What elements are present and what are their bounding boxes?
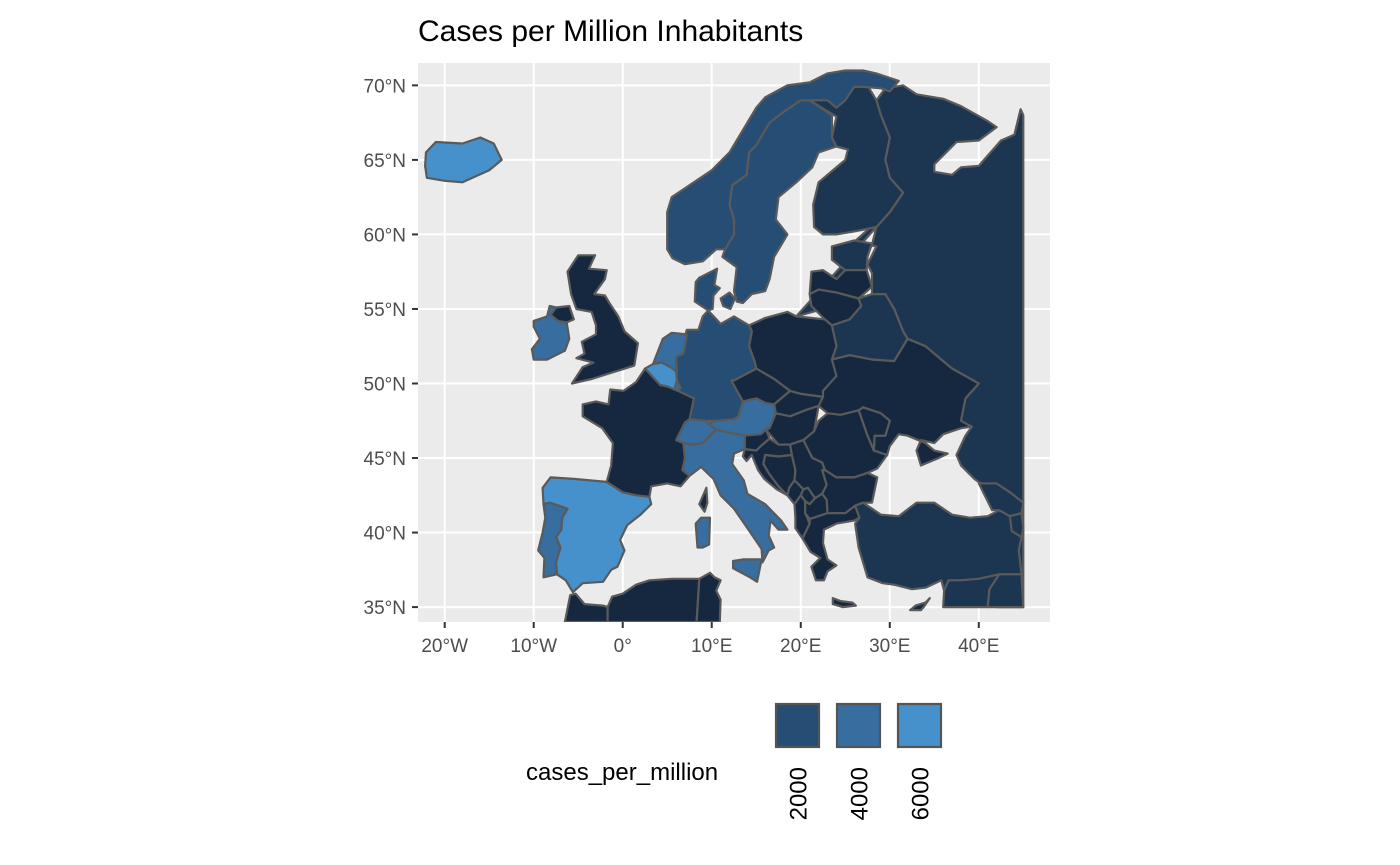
- region-portugal: [537, 501, 569, 579]
- x-tick-label: 30°E: [869, 636, 910, 657]
- region-tunisia: [695, 571, 722, 622]
- region-norway: [666, 69, 900, 266]
- x-tick-label: 10°E: [691, 636, 732, 657]
- y-tick-label: 50°N: [364, 374, 406, 395]
- region-denmark-zealand: [719, 291, 736, 311]
- y-tick-label: 55°N: [364, 300, 406, 321]
- legend-key-label: 6000: [908, 767, 935, 820]
- y-tick-label: 40°N: [364, 524, 406, 545]
- legend-key-swatch: [835, 702, 882, 749]
- region-sardinia: [694, 516, 712, 549]
- region-france: [581, 367, 695, 498]
- region-estonia: [830, 239, 874, 272]
- chart-title: Cases per Million Inhabitants: [418, 15, 803, 48]
- legend-title: cases_per_million: [526, 759, 718, 786]
- x-tick-label: 10°W: [510, 636, 557, 657]
- x-tick-label: 0°: [614, 636, 632, 657]
- legend-key-label: 2000: [786, 767, 813, 820]
- x-tick-label: 20°E: [780, 636, 821, 657]
- x-tick-label: 40°E: [958, 636, 999, 657]
- region-denmark: [693, 267, 721, 312]
- region-iceland: [424, 136, 503, 184]
- region-italy: [681, 428, 789, 564]
- legend-key-label: 4000: [847, 767, 874, 820]
- region-sicily: [732, 558, 763, 583]
- region-cyprus: [909, 597, 931, 612]
- region-corsica: [698, 486, 709, 513]
- y-tick-label: 70°N: [364, 76, 406, 97]
- y-tick-label: 60°N: [364, 225, 406, 246]
- region-iraq: [986, 573, 1025, 609]
- region-crete: [831, 597, 857, 609]
- legend: cases_per_million 2000 4000 6000: [526, 702, 943, 820]
- y-tick-label: 45°N: [364, 449, 406, 470]
- region-great-britain: [566, 254, 639, 385]
- legend-key-swatch: [774, 702, 821, 749]
- country-polygons: [424, 69, 1025, 622]
- region-greece: [801, 504, 861, 582]
- axes: 20°W 10°W 0° 10°E 20°E 30°E 40°E 35°N 40°N 45°N 50…: [364, 76, 1000, 657]
- region-armenia: [1008, 512, 1025, 539]
- x-tick-label: 20°W: [421, 636, 468, 657]
- y-tick-label: 35°N: [364, 598, 406, 619]
- region-ireland: [530, 304, 571, 361]
- legend-key-swatch: [896, 702, 943, 749]
- region-north-macedonia: [804, 492, 829, 521]
- y-tick-label: 65°N: [364, 151, 406, 172]
